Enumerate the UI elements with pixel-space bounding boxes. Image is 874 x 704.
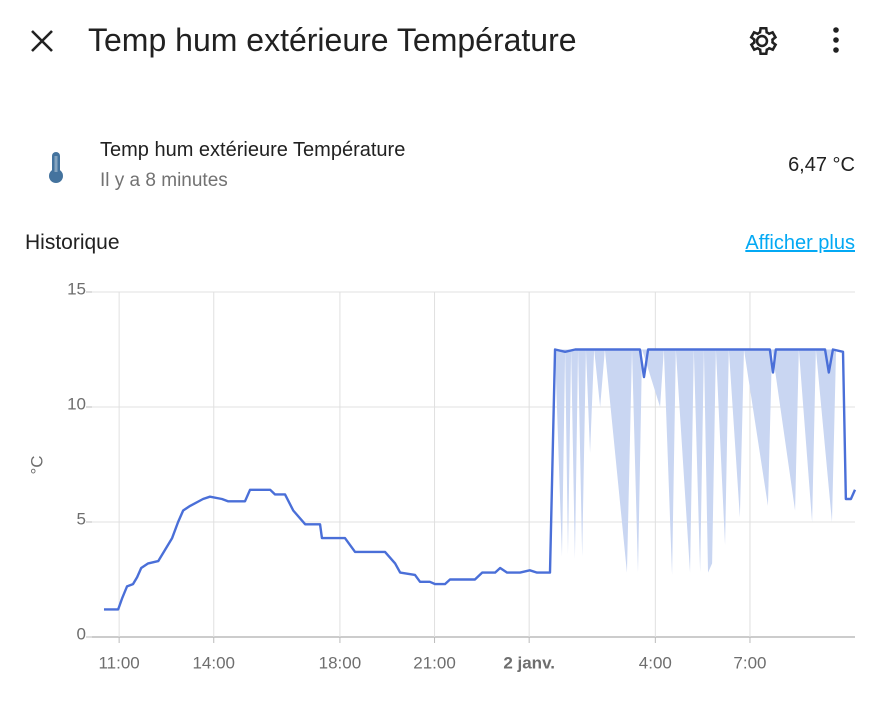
close-button[interactable] xyxy=(28,27,56,55)
dialog-title: Temp hum extérieure Température xyxy=(88,22,577,58)
x-tick-label: 14:00 xyxy=(192,653,235,672)
min-max-band xyxy=(555,349,837,575)
y-tick-label: 0 xyxy=(77,624,86,643)
history-chart: °C 0 5 10 15 11:00 14:00 18:00 21:00 2 janv. 4:00… xyxy=(27,279,857,672)
x-tick-label: 21:00 xyxy=(413,653,456,672)
x-tick-label: 11:00 xyxy=(98,653,139,672)
menu-button[interactable] xyxy=(826,24,846,58)
x-tick-label: 4:00 xyxy=(639,653,672,672)
entity-state: 6,47 °C xyxy=(788,154,855,176)
more-link[interactable]: Afficher plus xyxy=(745,232,855,254)
y-axis-label: °C xyxy=(27,455,46,474)
y-tick-label: 10 xyxy=(67,394,86,413)
x-tick-label: 18:00 xyxy=(319,653,362,672)
y-tick-label: 5 xyxy=(77,509,86,528)
y-tick-label: 15 xyxy=(67,279,86,298)
line xyxy=(103,348,857,611)
last-changed: Il y a 8 minutes xyxy=(100,170,228,191)
x-tick-label: 2 janv. xyxy=(503,653,555,672)
entity-name: Temp hum extérieure Température xyxy=(100,139,406,161)
thermometer-icon xyxy=(49,152,63,183)
settings-button[interactable] xyxy=(745,24,779,58)
x-tick-label: 7:00 xyxy=(733,653,766,672)
history-title: Historique xyxy=(25,231,120,254)
